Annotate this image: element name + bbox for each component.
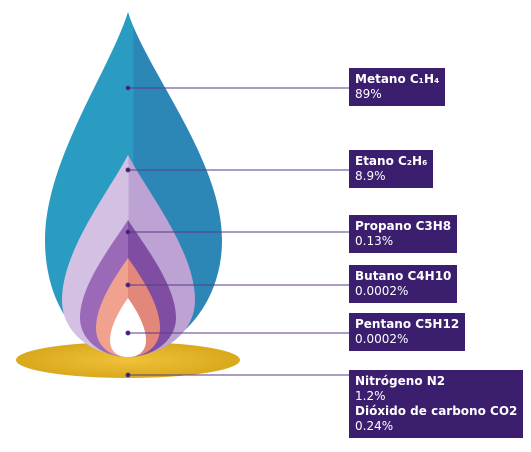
gas-name: Dióxido de carbono CO2 (355, 404, 517, 419)
gas-share: 8.9% (355, 169, 427, 184)
gas-share: 1.2% (355, 389, 517, 404)
leader-dot (126, 373, 130, 377)
gas-name: Metano C₁H₄ (355, 72, 439, 87)
leader-dot (126, 86, 130, 90)
gas-name: Etano C₂H₆ (355, 154, 427, 169)
gas-share: 0.0002% (355, 332, 459, 347)
leader-dot (126, 168, 130, 172)
gas-share: 89% (355, 87, 439, 102)
gas-share: 0.0002% (355, 284, 451, 299)
gas-name: Propano C3H8 (355, 219, 451, 234)
infographic: Metano C₁H₄89% Etano C₂H₆8.9% Propano C3H8… (0, 0, 531, 452)
gas-share: 0.24% (355, 419, 517, 434)
gas-name: Butano C4H10 (355, 269, 451, 284)
leader-dot (126, 230, 130, 234)
gas-name: Nitrógeno N2 (355, 374, 517, 389)
leader-dot (126, 331, 130, 335)
gas-name: Pentano C5H12 (355, 317, 459, 332)
gas-share: 0.13% (355, 234, 451, 249)
leader-dot (126, 283, 130, 287)
